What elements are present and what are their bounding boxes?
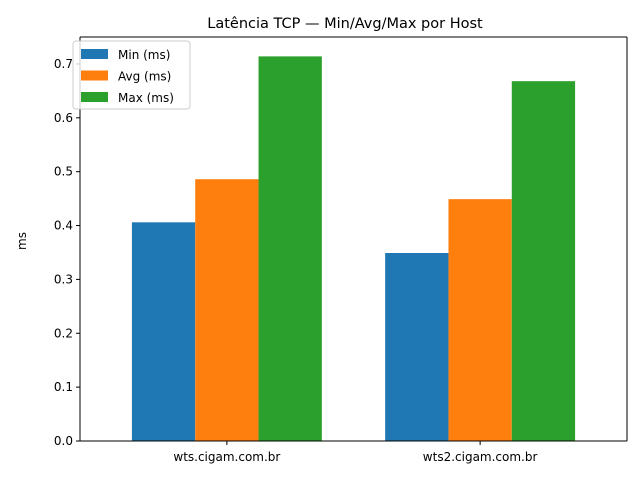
y-axis-label: ms xyxy=(15,232,29,250)
bar-avg-1 xyxy=(195,179,259,441)
bar-min-2 xyxy=(385,253,449,441)
bar-min-1 xyxy=(131,222,196,441)
legend-swatch xyxy=(81,70,108,81)
bar-avg-2 xyxy=(448,199,512,441)
legend-label: Avg (ms) xyxy=(118,70,171,84)
y-tick-label: 0.3 xyxy=(54,272,73,286)
legend: Min (ms) Avg (ms) Max (ms) xyxy=(72,40,191,110)
bar-max-2 xyxy=(511,81,576,442)
legend-label: Min (ms) xyxy=(118,48,170,62)
bars-layer xyxy=(131,56,576,442)
y-tick-label: 0.7 xyxy=(54,57,73,71)
y-tick-label: 0.6 xyxy=(54,111,73,125)
y-tick-label: 0.0 xyxy=(54,434,73,448)
bar-max-1 xyxy=(258,56,322,441)
axes-layer: 0.0 0.1 0.2 0.3 0.4 0.5 0.6 0.7 wts.cigam.com.br… xyxy=(54,36,628,464)
legend-swatch xyxy=(81,49,108,59)
y-tick-label: 0.4 xyxy=(54,219,73,233)
x-tick-label: wts.cigam.com.br xyxy=(173,450,280,464)
y-tick-label: 0.2 xyxy=(54,326,73,340)
legend-swatch xyxy=(81,92,108,102)
y-tick-label: 0.1 xyxy=(54,380,73,394)
chart-title: Latência TCP — Min/Avg/Max por Host xyxy=(207,16,483,32)
y-tick-label: 0.5 xyxy=(54,165,73,179)
legend-label: Max (ms) xyxy=(118,91,174,105)
x-tick-label: wts2.cigam.com.br xyxy=(423,450,538,464)
